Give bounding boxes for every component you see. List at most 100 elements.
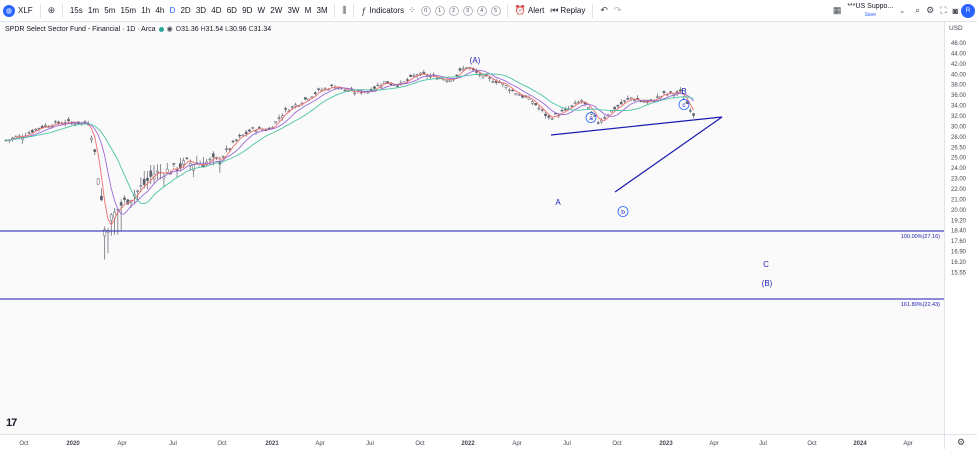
- wave-label[interactable]: (A): [470, 56, 481, 65]
- price-tick-label: 17.60: [951, 239, 967, 245]
- fullscreen-icon: ⛶: [940, 5, 947, 15]
- wave-label[interactable]: C: [763, 260, 769, 269]
- wave-label[interactable]: B: [681, 87, 686, 96]
- interval-6d[interactable]: 6D: [226, 6, 237, 15]
- candle-body: [313, 92, 317, 95]
- wave-label[interactable]: A: [555, 198, 561, 207]
- interval-m[interactable]: M: [304, 6, 312, 15]
- layout-save-link[interactable]: Save: [864, 11, 876, 18]
- price-tick-label: 21.00: [951, 197, 967, 203]
- candle-body: [560, 110, 564, 112]
- replay-button[interactable]: ⏮ Replay: [547, 0, 588, 22]
- tradingview-logo-icon: 17: [6, 417, 17, 429]
- currency-label: USD: [949, 25, 963, 32]
- candle-body: [547, 115, 551, 118]
- candle-body: [277, 117, 281, 119]
- interval-2d[interactable]: 2D: [180, 6, 191, 15]
- candle-body: [90, 137, 93, 141]
- template-slot-3[interactable]: 3: [462, 5, 473, 16]
- candle-body: [692, 113, 695, 116]
- layout-menu-button[interactable]: ▦ ***US Suppo... Save ⌄: [830, 0, 908, 22]
- candle-body: [310, 96, 314, 98]
- candle-body: [376, 84, 380, 87]
- candle-body: [267, 127, 271, 130]
- template-slot-0[interactable]: 0: [420, 5, 431, 16]
- candle-body: [514, 93, 518, 96]
- wave-label[interactable]: (B): [762, 279, 773, 288]
- interval-3m[interactable]: 3M: [316, 6, 328, 15]
- scale-settings-button[interactable]: ⚙: [944, 434, 977, 449]
- snapshot-button[interactable]: ◙: [950, 0, 961, 22]
- price-tick-label: 20.00: [951, 208, 967, 214]
- template-slot-5[interactable]: 5: [490, 5, 501, 16]
- candle-body: [623, 100, 626, 102]
- time-tick-label: Jul: [759, 441, 767, 447]
- price-tick-label: 25.00: [951, 156, 967, 162]
- template-slot-4[interactable]: 4: [476, 5, 487, 16]
- avatar[interactable]: R: [961, 3, 975, 18]
- low-value: 30.96: [229, 25, 247, 33]
- interval-9d[interactable]: 9D: [242, 6, 253, 15]
- redo-button[interactable]: ↷: [611, 0, 625, 22]
- chart-type-button[interactable]: ⫼: [339, 0, 349, 22]
- fullscreen-button[interactable]: ⛶: [937, 0, 949, 22]
- candle-body: [37, 127, 41, 130]
- template-slot-1[interactable]: 1: [434, 5, 445, 16]
- interval-5m[interactable]: 5m: [104, 6, 116, 15]
- candle-body: [633, 99, 636, 101]
- price-tick-label: 28.00: [951, 135, 967, 141]
- undo-button[interactable]: ↶: [597, 0, 611, 22]
- redo-icon: ↷: [613, 5, 622, 15]
- price-chart[interactable]: 100.00%(27.16) 161.80%(22.43) (A) Aa b cB C (B): [0, 22, 944, 434]
- interval-w[interactable]: W: [257, 6, 266, 15]
- quick-search-button[interactable]: ⌕: [912, 0, 923, 22]
- eye-icon[interactable]: ◉: [166, 26, 173, 33]
- time-scale[interactable]: Oct 2020 Apr Jul Oct 2021 Apr Jul Oct 2022 Apr Jul O…: [0, 434, 944, 449]
- candle-body: [458, 68, 462, 71]
- separator: [506, 3, 508, 18]
- symbol-search[interactable]: XLF: [0, 0, 36, 22]
- moving-average-slow: [5, 73, 694, 205]
- interval-list: 15s 1m 5m 15m 1h 4h D 2D 3D 4D 6D 9D W 2W 3W M 3M: [67, 0, 330, 22]
- high-value: 31.54: [205, 25, 224, 33]
- price-scale-labels: USD 46.00 44.00 42.00 40.00 38.00 36.00 34.00 32…: [949, 25, 967, 276]
- interval-d[interactable]: D: [169, 6, 176, 15]
- toolbar-right: ▦ ***US Suppo... Save ⌄ ⌕ ⚙ ⛶ ◙ R: [830, 0, 977, 22]
- candle-body: [481, 74, 485, 78]
- candle-body: [11, 137, 14, 140]
- interval-1m[interactable]: 1m: [87, 6, 100, 15]
- interval-3d[interactable]: 3D: [195, 6, 207, 15]
- wedge-upper-line[interactable]: [550, 116, 723, 136]
- wedge-lower-line[interactable]: [614, 116, 723, 193]
- wave-label[interactable]: b: [621, 209, 625, 216]
- alert-button[interactable]: ⏰ Alert: [512, 0, 548, 22]
- interval-15m[interactable]: 15m: [120, 6, 137, 15]
- interval-15s[interactable]: 15s: [69, 6, 83, 15]
- interval-2w[interactable]: 2W: [270, 6, 283, 15]
- interval-3w[interactable]: 3W: [287, 6, 300, 15]
- compare-button[interactable]: ⊕: [45, 0, 59, 22]
- interval-4d[interactable]: 4D: [211, 6, 222, 15]
- price-tick-label: 18.40: [951, 229, 967, 235]
- wave-label[interactable]: c: [682, 102, 686, 109]
- candle-body: [373, 86, 376, 89]
- replay-icon: ⏮: [550, 5, 559, 15]
- candle-body: [537, 107, 541, 110]
- indicators-button[interactable]: ƒ Indicators ⁘: [358, 0, 418, 22]
- price-scale[interactable]: USD 46.00 44.00 42.00 40.00 38.00 36.00 34.00 32…: [944, 22, 977, 434]
- candle-body: [136, 190, 139, 193]
- wave-label-circle: [585, 112, 597, 123]
- template-slot-2[interactable]: 2: [448, 5, 459, 16]
- candle-body: [465, 67, 468, 69]
- interval-4h[interactable]: 4h: [155, 6, 165, 15]
- settings-button[interactable]: ⚙: [923, 0, 937, 22]
- symbol-name: XLF: [18, 6, 33, 15]
- wave-label[interactable]: a: [589, 115, 593, 122]
- candles-layer: [4, 65, 695, 260]
- candle-body: [343, 89, 347, 91]
- interval-1h[interactable]: 1h: [141, 6, 151, 15]
- time-tick-label: 2020: [66, 441, 80, 447]
- candle-body: [274, 121, 278, 124]
